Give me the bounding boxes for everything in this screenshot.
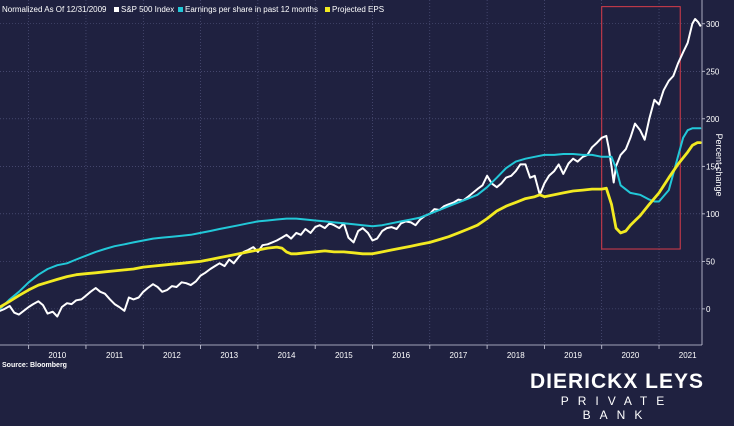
series-lines xyxy=(0,18,702,318)
axes: 0 50 100 150 200 250 300 2010 2011 2012 2013 2014 20… xyxy=(0,0,720,360)
x-tick-label: 2011 xyxy=(106,351,124,360)
note-label: Normalized As Of 12/31/2009 xyxy=(2,5,107,14)
y-tick-label: 150 xyxy=(706,162,720,171)
gridlines xyxy=(0,0,702,345)
series-line-2 xyxy=(0,141,702,309)
x-tick-label: 2012 xyxy=(163,351,181,360)
logo-main-text: DIERICKX LEYS xyxy=(529,370,705,393)
x-tick-label: 2014 xyxy=(278,351,296,360)
logo: DIERICKX LEYS PRIVATE BANK xyxy=(522,370,712,422)
x-tick-label: 2019 xyxy=(564,351,582,360)
y-tick-label: 50 xyxy=(706,257,715,266)
legend-swatch-sp500 xyxy=(114,7,119,12)
x-tick-label: 2016 xyxy=(392,351,410,360)
highlight-rect xyxy=(601,6,681,250)
y-tick-label: 300 xyxy=(706,20,720,29)
series-line-0 xyxy=(0,18,702,318)
legend-swatch-eps xyxy=(178,7,183,12)
legend-eps: Earnings per share in past 12 months xyxy=(185,5,318,14)
x-tick-label: 2015 xyxy=(335,351,353,360)
y-tick-label: 0 xyxy=(706,305,711,314)
x-tick-label: 2018 xyxy=(507,351,525,360)
y-tick-label: 250 xyxy=(706,67,720,76)
logo-sub-text: PRIVATE BANK xyxy=(560,394,674,422)
x-tick-label: 2020 xyxy=(621,351,639,360)
legend-swatch-projected-eps xyxy=(325,7,330,12)
y-tick-label: 200 xyxy=(706,115,720,124)
legend-projected-eps: Projected EPS xyxy=(332,5,384,14)
legend: Normalized As Of 12/31/2009 S&P 500 Inde… xyxy=(2,5,384,14)
highlight-box xyxy=(601,6,681,250)
y-axis-title: Percent change xyxy=(714,133,724,196)
y-tick-label: 100 xyxy=(706,210,720,219)
source-label: Source: Bloomberg xyxy=(2,362,67,369)
series-line-1 xyxy=(0,127,702,310)
legend-sp500: S&P 500 Index xyxy=(121,5,174,14)
x-tick-label: 2017 xyxy=(450,351,468,360)
x-tick-label: 2013 xyxy=(220,351,238,360)
x-tick-label: 2010 xyxy=(48,351,66,360)
x-tick-label: 2021 xyxy=(679,351,697,360)
